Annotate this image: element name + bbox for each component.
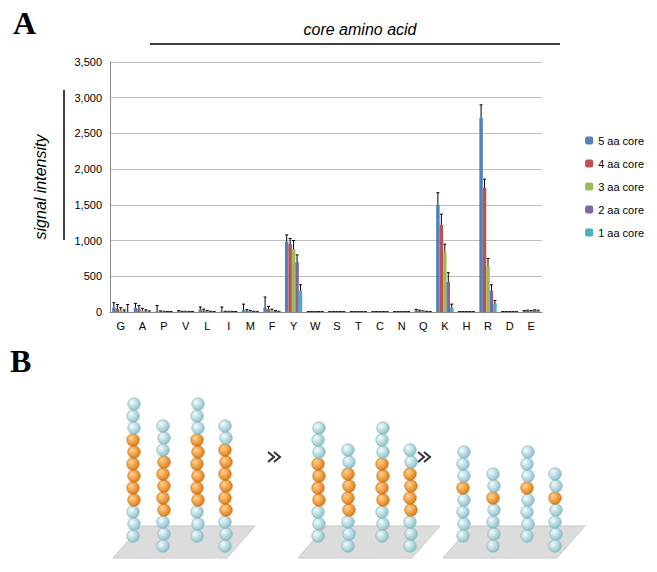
svg-text:Y: Y	[290, 320, 298, 332]
svg-text:Q: Q	[419, 320, 428, 332]
svg-text:3,000: 3,000	[74, 92, 102, 104]
svg-text:A: A	[139, 320, 147, 332]
svg-text:2 aa core: 2 aa core	[598, 204, 644, 216]
svg-text:0: 0	[96, 306, 102, 318]
svg-text:D: D	[506, 320, 514, 332]
svg-text:3 aa core: 3 aa core	[598, 181, 644, 193]
svg-text:N: N	[398, 320, 406, 332]
svg-text:3,500: 3,500	[74, 56, 102, 68]
svg-text:R: R	[484, 320, 492, 332]
svg-text:G: G	[117, 320, 126, 332]
svg-text:1,000: 1,000	[74, 235, 102, 247]
svg-text:2,500: 2,500	[74, 127, 102, 139]
svg-text:5 aa core: 5 aa core	[598, 135, 644, 147]
svg-text:C: C	[376, 320, 384, 332]
svg-text:H: H	[462, 320, 470, 332]
svg-text:T: T	[355, 320, 362, 332]
svg-text:1,500: 1,500	[74, 199, 102, 211]
svg-text:F: F	[269, 320, 276, 332]
svg-text:I: I	[227, 320, 230, 332]
svg-text:P: P	[160, 320, 167, 332]
svg-text:500: 500	[84, 270, 102, 282]
svg-text:1 aa core: 1 aa core	[598, 227, 644, 239]
svg-text:W: W	[310, 320, 321, 332]
svg-text:E: E	[528, 320, 535, 332]
svg-text:A: A	[13, 5, 36, 41]
svg-text:S: S	[333, 320, 340, 332]
svg-text:K: K	[441, 320, 449, 332]
svg-text:2,000: 2,000	[74, 163, 102, 175]
svg-text:4 aa core: 4 aa core	[598, 158, 644, 170]
svg-text:M: M	[246, 320, 255, 332]
svg-text:V: V	[182, 320, 190, 332]
svg-text:L: L	[204, 320, 210, 332]
svg-text:B: B	[10, 343, 31, 379]
svg-text:signal intensity: signal intensity	[32, 134, 49, 240]
svg-text:core amino acid: core amino acid	[304, 21, 418, 38]
